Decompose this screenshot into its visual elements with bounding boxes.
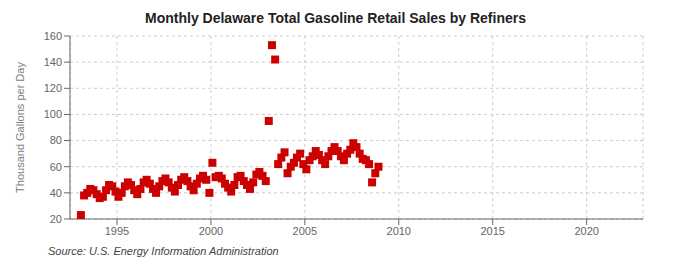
svg-text:80: 80: [50, 134, 62, 146]
svg-text:Thousand Gallons per Day: Thousand Gallons per Day: [14, 62, 26, 193]
svg-text:20: 20: [50, 213, 62, 225]
svg-text:2020: 2020: [574, 225, 598, 237]
svg-text:60: 60: [50, 161, 62, 173]
svg-text:1995: 1995: [105, 225, 129, 237]
svg-text:2005: 2005: [293, 225, 317, 237]
svg-text:100: 100: [44, 108, 62, 120]
html-text:Monthly Delaware Total Gasolin: Monthly Delaware Total Gasoline Retail S…: [145, 10, 526, 26]
svg-text:2000: 2000: [199, 225, 223, 237]
svg-text:40: 40: [50, 187, 62, 199]
svg-text:120: 120: [44, 82, 62, 94]
svg-text:140: 140: [44, 56, 62, 68]
svg-text:2010: 2010: [387, 225, 411, 237]
html-text:Source: U.S. Energy Informatio: Source: U.S. Energy Information Administ…: [48, 245, 279, 257]
svg-text:2015: 2015: [480, 225, 504, 237]
svg-text:160: 160: [44, 30, 62, 42]
